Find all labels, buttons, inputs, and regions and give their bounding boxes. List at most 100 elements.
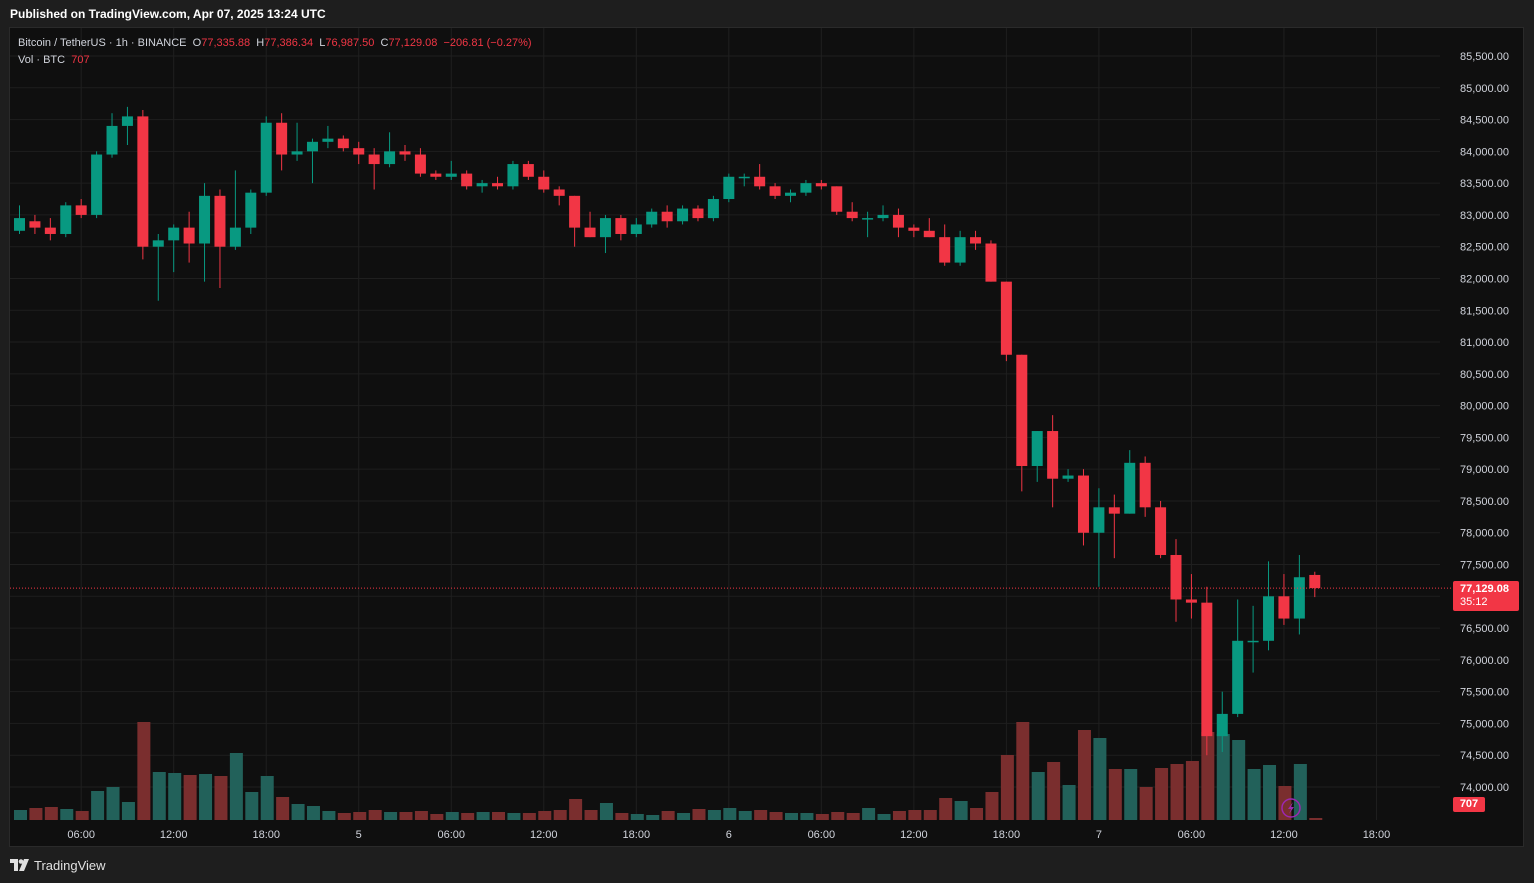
candle-body [954, 237, 966, 263]
time-tick-label: 06:00 [1178, 829, 1206, 841]
candle-body [445, 173, 457, 177]
candle-body [1093, 507, 1105, 533]
candle-body [183, 227, 195, 244]
volume-bar [430, 814, 444, 820]
time-tick-label: 12:00 [1270, 829, 1298, 841]
candle-body [584, 227, 596, 238]
candle-body [1124, 462, 1136, 514]
volume-bar [1108, 769, 1122, 820]
volume-bar [846, 813, 860, 820]
price-tick-label: 84,000.00 [1460, 146, 1509, 158]
candle-body [260, 122, 272, 193]
open-value: 77,335.88 [201, 37, 251, 49]
price-tick-label: 75,000.00 [1460, 718, 1509, 730]
volume-bar [137, 722, 151, 820]
candle-body [923, 230, 935, 238]
volume-bar [229, 753, 243, 820]
price-axis[interactable]: 74,000.00 74,500.00 75,000.00 75,500.00 76,0… [1460, 51, 1509, 794]
candle-body [476, 183, 488, 187]
candle-body [815, 183, 827, 187]
candle-body [599, 218, 611, 238]
symbol-label[interactable]: Bitcoin / TetherUS · 1h · BINANCE [18, 37, 187, 49]
candle-body [44, 227, 56, 234]
brand-name: TradingView [34, 857, 106, 873]
price-tick-label: 79,500.00 [1460, 432, 1509, 444]
price-tick-label: 77,500.00 [1460, 560, 1509, 572]
candle-body [522, 164, 534, 177]
candle-body [492, 183, 504, 187]
price-tick-label: 85,000.00 [1460, 83, 1509, 95]
price-tick-label: 76,000.00 [1460, 655, 1509, 667]
volume-bar [399, 812, 413, 820]
volume-bar [646, 815, 660, 820]
candle-body [276, 122, 288, 155]
price-tick-label: 82,500.00 [1460, 242, 1509, 254]
candle-body [723, 176, 735, 200]
volume-bar [306, 806, 320, 820]
ohlc-legend: Bitcoin / TetherUS · 1h · BINANCE O77,33… [18, 35, 532, 69]
volume-bar [1000, 755, 1014, 820]
volume-bar [1293, 764, 1307, 820]
volume-label[interactable]: Vol · BTC [18, 54, 66, 66]
volume-bar [414, 811, 428, 820]
volume-bar [1216, 734, 1230, 820]
candle-body [985, 243, 997, 282]
candle-body [1170, 554, 1182, 600]
price-tick-label: 80,500.00 [1460, 369, 1509, 381]
time-tick-label: 06:00 [437, 829, 465, 841]
lightning-icon[interactable] [1281, 798, 1301, 818]
time-axis[interactable]: 06:00 12:00 18:00 5 06:00 12:00 18:00 6 06:00 12:… [67, 829, 1390, 841]
candle-body [1232, 640, 1244, 714]
price-tick-label: 81,500.00 [1460, 305, 1509, 317]
volume-bar [1031, 772, 1045, 820]
footer-brand: TradingView [10, 855, 106, 875]
volume-bar [1201, 732, 1215, 820]
candle-body [800, 183, 812, 193]
candle-body [1185, 599, 1197, 603]
candle-body [322, 138, 334, 142]
volume-bar [1016, 722, 1030, 820]
candle-body [199, 195, 211, 244]
candle-body [430, 173, 442, 177]
volume-bar [692, 809, 706, 820]
candle-body [569, 195, 581, 228]
volume-bar [291, 804, 305, 820]
volume-bar [1047, 762, 1061, 820]
candle-body [831, 186, 843, 212]
candlestick-chart[interactable]: 74,000.00 74,500.00 75,000.00 75,500.00 76,0… [10, 28, 1523, 846]
volume-bar [121, 802, 135, 820]
candle-body [461, 173, 473, 187]
time-tick-label: 18:00 [993, 829, 1021, 841]
candle-body [507, 164, 519, 187]
price-tick-label: 74,000.00 [1460, 782, 1509, 794]
volume-bar [522, 813, 536, 820]
volume-bar [183, 775, 197, 820]
low-label: L [319, 37, 326, 49]
volume-bar [1247, 769, 1261, 820]
price-tick-label: 81,000.00 [1460, 337, 1509, 349]
candle-body [738, 176, 750, 179]
time-tick-label: 7 [1096, 829, 1102, 841]
volume-bar [168, 773, 182, 820]
volume-bar [815, 814, 829, 820]
candle-body [1247, 640, 1259, 643]
time-tick-label: 06:00 [808, 829, 836, 841]
candle-body [754, 176, 766, 187]
volume-bar [368, 810, 382, 820]
volume-bar [954, 801, 968, 820]
candle-body [1309, 574, 1321, 589]
chart-area[interactable]: 74,000.00 74,500.00 75,000.00 75,500.00 76,0… [9, 27, 1524, 847]
candle-body [785, 192, 796, 196]
candle-body [846, 211, 858, 219]
volume-bar [1155, 768, 1169, 820]
volume-bar [769, 812, 783, 820]
volume-bar [106, 787, 120, 820]
volume-bar [476, 812, 490, 820]
tradingview-logo-icon [10, 859, 30, 871]
volume-bar [707, 810, 721, 820]
volume-bar [29, 808, 43, 820]
time-tick-label: 18:00 [1363, 829, 1391, 841]
candle-body [707, 199, 719, 219]
volume-value: 707 [71, 54, 90, 66]
volume-bar [14, 810, 27, 820]
